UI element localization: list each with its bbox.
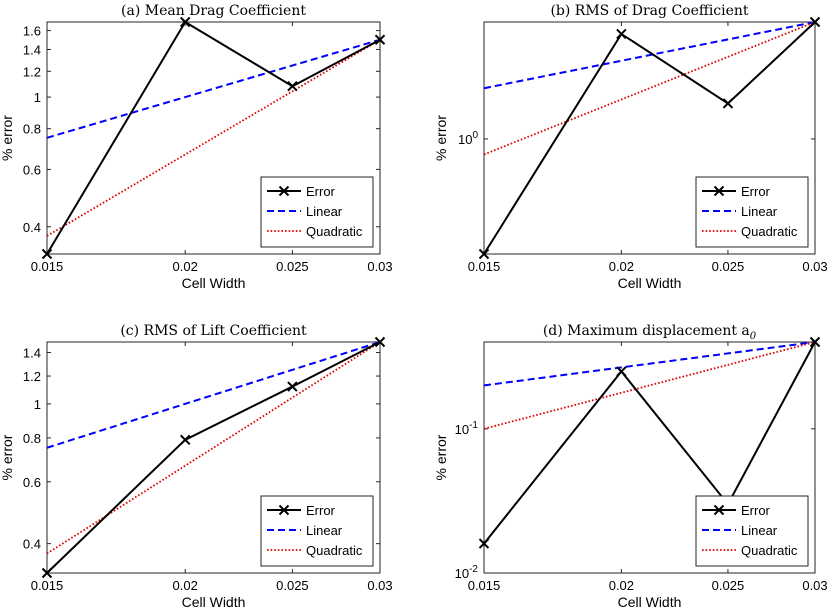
x-tick-label: 0.02 [609,578,634,593]
y-axis-label: % error [433,115,449,161]
chart-title: (d) Maximum displacement a0 [543,323,757,342]
x-tick-label: 0.02 [173,259,198,274]
x-tick-label: 0.015 [468,259,501,274]
x-axis-label: Cell Width [182,594,246,610]
series-line-error [483,21,816,255]
y-tick-label: 1.2 [23,369,41,384]
x-tick-label: 0.025 [712,578,745,593]
data-point-marker [478,538,490,549]
data-point-marker [179,434,191,446]
data-point-marker [41,248,53,260]
data-point-marker [722,98,734,109]
chart-title: (a) Mean Drag Coefficient [121,3,306,19]
chart-title-subscript: 0 [750,331,757,342]
chart-panel-2: 0.015 0.02 0.025 0.03 100 (b) RMS of Drag Coe… [433,3,828,291]
y-tick-exponent: 0 [472,130,478,141]
legend-label: Quadratic [741,543,798,558]
data-point-marker [374,34,386,45]
y-tick-label: 0.4 [23,220,41,235]
y-tick-label: 1 [34,397,41,412]
series-line-linear [46,38,381,139]
chart-title: (b) RMS of Drag Coefficient [550,3,748,19]
y-tick-label: 1.4 [23,42,41,57]
data-point-marker [478,248,490,260]
series-line-error [46,341,381,574]
x-tick-label: 0.02 [609,259,634,274]
y-tick-label: 10-1 [455,420,479,437]
x-tick-label: 0.03 [802,259,827,274]
series-line-linear [483,341,816,387]
legend-label: Linear [306,523,343,538]
legend: Error Linear Quadratic [260,495,374,567]
x-axis-label: Cell Width [618,594,682,610]
series-line-linear [46,341,381,449]
x-axis-label: Cell Width [182,275,246,291]
legend: Error Linear Quadratic [260,176,374,248]
data-point-marker [287,80,298,92]
x-tick-label: 0.015 [31,259,64,274]
data-point-marker [41,567,53,579]
x-tick-label: 0.015 [468,578,501,593]
x-tick-label: 0.03 [367,578,392,593]
series-line-error [46,20,381,255]
y-tick-label: 0.6 [23,475,41,490]
x-tick-label: 0.025 [276,578,309,593]
y-tick-label: 1.6 [23,24,41,39]
legend-marker [278,504,290,516]
legend-label: Linear [741,204,778,219]
data-point-marker [374,336,386,348]
data-point-marker [287,381,298,392]
y-tick-label: 0.8 [23,122,41,137]
legend-marker [713,185,725,197]
legend-label: Error [741,184,771,199]
y-tick-exponent: -1 [469,420,478,431]
legend-label: Linear [306,204,343,219]
x-tick-label: 0.025 [712,259,745,274]
legend-marker [713,504,725,516]
legend-marker [278,185,290,197]
x-tick-label: 0.025 [276,259,309,274]
legend-label: Error [306,184,336,199]
chart-title: (c) RMS of Lift Coefficient [120,323,307,339]
y-tick-label: 0.6 [23,162,41,177]
y-tick-label: 1.2 [23,64,41,79]
data-point-marker [809,16,821,28]
legend-label: Quadratic [306,543,363,558]
y-axis-label: % error [0,115,15,161]
legend: Error Linear Quadratic [695,176,809,248]
data-point-marker [616,28,627,40]
legend-label: Linear [741,523,778,538]
y-tick-label: 1.4 [23,346,41,361]
legend-label: Error [306,503,336,518]
series-line-error [483,341,816,545]
y-tick-label: 0.8 [23,431,41,446]
data-point-marker [616,366,627,377]
y-tick-exponent: -2 [469,564,478,575]
legend-label: Quadratic [741,224,798,239]
y-tick-label: 100 [458,130,478,147]
x-tick-label: 0.03 [367,259,392,274]
data-point-marker [809,336,821,348]
x-axis-label: Cell Width [618,275,682,291]
legend-label: Error [741,503,771,518]
y-axis-label: % error [433,434,449,480]
series-line-quadratic [483,341,816,430]
y-tick-label: 1 [34,90,41,105]
data-point-marker [179,16,191,28]
y-tick-label: 0.4 [23,537,41,552]
chart-panel-1: 0.015 0.02 0.025 0.03 0.4 0.6 0.8 1 1.2 1.4 1.6 (a)… [0,3,393,291]
x-tick-label: 0.02 [173,578,198,593]
x-tick-label: 0.015 [31,578,64,593]
y-axis-label: % error [0,434,15,480]
chart-panel-3: 0.015 0.02 0.025 0.03 0.4 0.6 0.8 1 1.2 1.4 (c) RM… [0,323,393,610]
series-line-linear [483,21,816,90]
legend-label: Quadratic [306,224,363,239]
x-tick-label: 0.03 [802,578,827,593]
legend: Error Linear Quadratic [695,495,809,567]
